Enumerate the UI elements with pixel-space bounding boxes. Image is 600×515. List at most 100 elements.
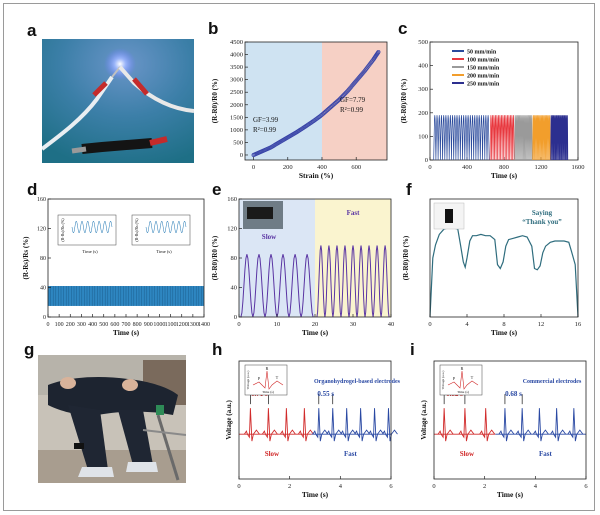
data-point xyxy=(375,50,380,55)
panel-label-d: d xyxy=(27,180,38,199)
inset-y-label: (R-Rs)/Rs (%) xyxy=(134,218,139,242)
annotation-r2-2: R²=0.99 xyxy=(340,106,363,114)
x-tick-label: 0 xyxy=(428,164,431,171)
fast-beat xyxy=(515,408,532,442)
chart-c: 0 400 800 1200 1600 0 100 200 300 400 500 Time (s) (… xyxy=(400,39,585,180)
y-tick-label: 0 xyxy=(425,157,428,164)
slow-beat xyxy=(437,408,454,442)
x-tick-label: 1300 xyxy=(187,322,199,328)
y-tick-label: 4000 xyxy=(230,52,243,59)
inset-label-r: R xyxy=(266,366,269,371)
y-tick-label: 400 xyxy=(418,63,428,70)
inset-ecg xyxy=(447,370,479,390)
fast-beat xyxy=(312,408,329,442)
inset-label-r: R xyxy=(461,366,464,371)
x-tick-label: 1200 xyxy=(535,164,548,171)
fast-beat xyxy=(567,408,584,442)
x-axis-title: Time (s) xyxy=(497,490,524,499)
fast-label: Fast xyxy=(344,450,358,458)
y-tick-label: 120 xyxy=(37,227,46,233)
legend-entry: 250 mm/min xyxy=(467,82,500,88)
x-tick-label: 1200 xyxy=(176,322,188,328)
panel-label-h: h xyxy=(212,340,223,359)
slow-beat xyxy=(458,408,475,442)
inset-label-t: T xyxy=(276,375,279,380)
x-tick-label: 100 xyxy=(55,322,64,328)
x-tick-label: 10 xyxy=(274,321,281,328)
photo-g-subject-seated xyxy=(38,355,186,483)
legend-entry: 50 mm/min xyxy=(467,50,497,56)
series-0-line xyxy=(433,115,490,161)
y-tick-label: 500 xyxy=(418,39,428,46)
inset-ecg xyxy=(252,370,284,390)
y-tick-label: 100 xyxy=(418,133,428,140)
x-tick-label: 700 xyxy=(122,322,131,328)
y-tick-label: 3000 xyxy=(230,77,243,84)
panel-label-g: g xyxy=(24,340,35,359)
y-tick-label: 500 xyxy=(233,139,243,146)
inset-signal xyxy=(145,220,187,234)
x-tick-label: 8 xyxy=(502,321,505,328)
x-tick-label: 200 xyxy=(283,164,293,171)
inset-y-label: Voltage (a.u.) xyxy=(246,370,250,390)
slow-label: Slow xyxy=(265,450,280,458)
x-tick-label: 1000 xyxy=(153,322,165,328)
annotation-thank-you: “Thank you” xyxy=(522,218,562,226)
y-tick-label: 1500 xyxy=(230,114,243,121)
x-tick-label: 400 xyxy=(317,164,327,171)
fast-beat xyxy=(382,408,398,442)
inset-y-label: Voltage (a.u.) xyxy=(441,370,445,390)
chart-e: 0 10 20 30 40 0 40 80 120 160 Time (s) (R-R0)/R0 (%… xyxy=(211,196,394,337)
x-tick-label: 0 xyxy=(432,483,435,490)
slow-label: Slow xyxy=(460,450,475,458)
inset-photo-band xyxy=(247,207,273,219)
y-tick-label: 160 xyxy=(227,196,237,203)
x-tick-label: 0 xyxy=(237,483,240,490)
inset-label-p: P xyxy=(258,376,261,381)
y-axis-title: (R-Rs)/Rs (%) xyxy=(22,236,30,280)
x-tick-label: 600 xyxy=(351,164,361,171)
y-tick-label: 80 xyxy=(40,256,46,262)
y-axis-title: Voltage (a.u.) xyxy=(225,400,233,440)
y-tick-label: 40 xyxy=(231,285,238,292)
series-3-line xyxy=(532,115,551,161)
inset-x-label: Time (s) xyxy=(156,249,172,254)
fast-beat xyxy=(533,408,549,442)
y-tick-label: 0 xyxy=(43,315,46,321)
y-tick-label: 120 xyxy=(227,226,237,233)
slow-beat xyxy=(479,408,496,442)
plot-frame xyxy=(238,360,392,480)
x-tick-label: 400 xyxy=(462,164,472,171)
series-1-line xyxy=(489,115,515,161)
x-tick-label: 4 xyxy=(339,483,343,490)
x-axis-title: Time (s) xyxy=(302,328,329,337)
fast-beat xyxy=(368,408,384,442)
panel-label-f: f xyxy=(406,180,412,199)
plot-frame xyxy=(433,360,587,480)
annotation-gf-1: GF=3.99 xyxy=(253,116,279,124)
y-tick-label: 1000 xyxy=(230,127,243,134)
x-tick-label: 200 xyxy=(66,322,75,328)
y-tick-label: 2500 xyxy=(230,89,243,96)
plot-frame xyxy=(244,41,388,161)
fast-interval-label: 0.55 s xyxy=(317,390,334,398)
x-tick-label: 1100 xyxy=(165,322,177,328)
photo-a-circuit xyxy=(42,39,194,163)
x-tick-label: 4 xyxy=(534,483,538,490)
inset-frame-1 xyxy=(131,214,191,246)
panel-label-a: a xyxy=(27,21,37,40)
region-label-fast: Fast xyxy=(347,209,361,217)
fast-beat xyxy=(498,408,515,442)
x-axis-title: Time (s) xyxy=(491,328,518,337)
inset-frame-0 xyxy=(57,214,117,246)
fast-beat xyxy=(326,408,343,442)
y-tick-label: 4500 xyxy=(230,39,243,46)
inset-x-label: Time (s) xyxy=(82,249,98,254)
y-tick-label: 2000 xyxy=(230,102,243,109)
x-tick-label: 0 xyxy=(252,164,255,171)
x-tick-label: 600 xyxy=(110,322,119,328)
x-axis-title: Time (s) xyxy=(302,490,329,499)
inset-label-t: T xyxy=(471,375,474,380)
chart-b: 0 200 400 600 0 500 1000 1500 2000 2500 3000 3500 40… xyxy=(211,39,388,180)
y-tick-label: 0 xyxy=(234,314,237,321)
